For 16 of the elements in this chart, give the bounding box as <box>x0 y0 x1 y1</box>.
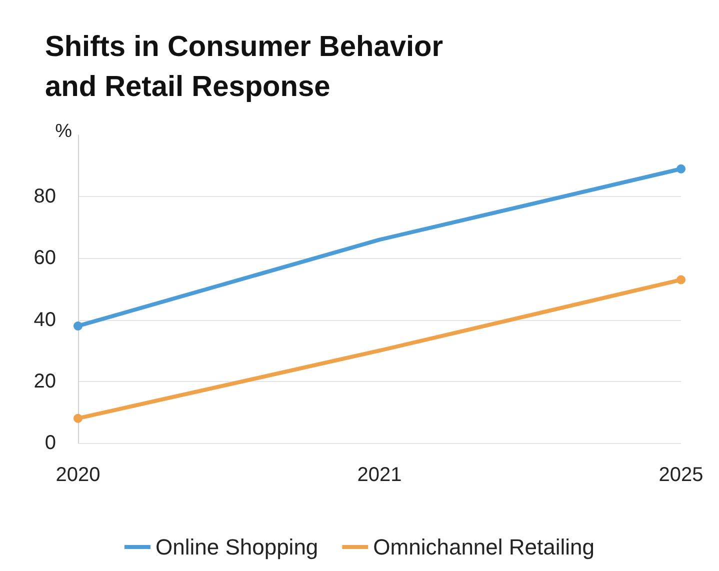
point <box>676 275 686 284</box>
point <box>74 321 82 330</box>
x-tick-label: 2020 <box>56 464 100 486</box>
point <box>676 164 686 174</box>
x-tick-label: 2025 <box>658 464 704 486</box>
y-tick-label: 20 <box>34 370 56 392</box>
y-axis-title: % <box>55 121 72 142</box>
chart-title: Shifts in Consumer Behavior and Retail Response <box>45 31 444 103</box>
y-tick-label: 0 <box>44 432 56 454</box>
legend-label: Omnichannel Retailing <box>373 534 595 560</box>
y-tick-label: 60 <box>34 247 56 270</box>
x-tick-label: 2021 <box>357 464 402 486</box>
y-tick-label: 80 <box>34 186 56 208</box>
legend-label: Online Shopping <box>155 534 318 560</box>
point <box>74 414 82 423</box>
y-tick-label: 40 <box>34 308 56 331</box>
